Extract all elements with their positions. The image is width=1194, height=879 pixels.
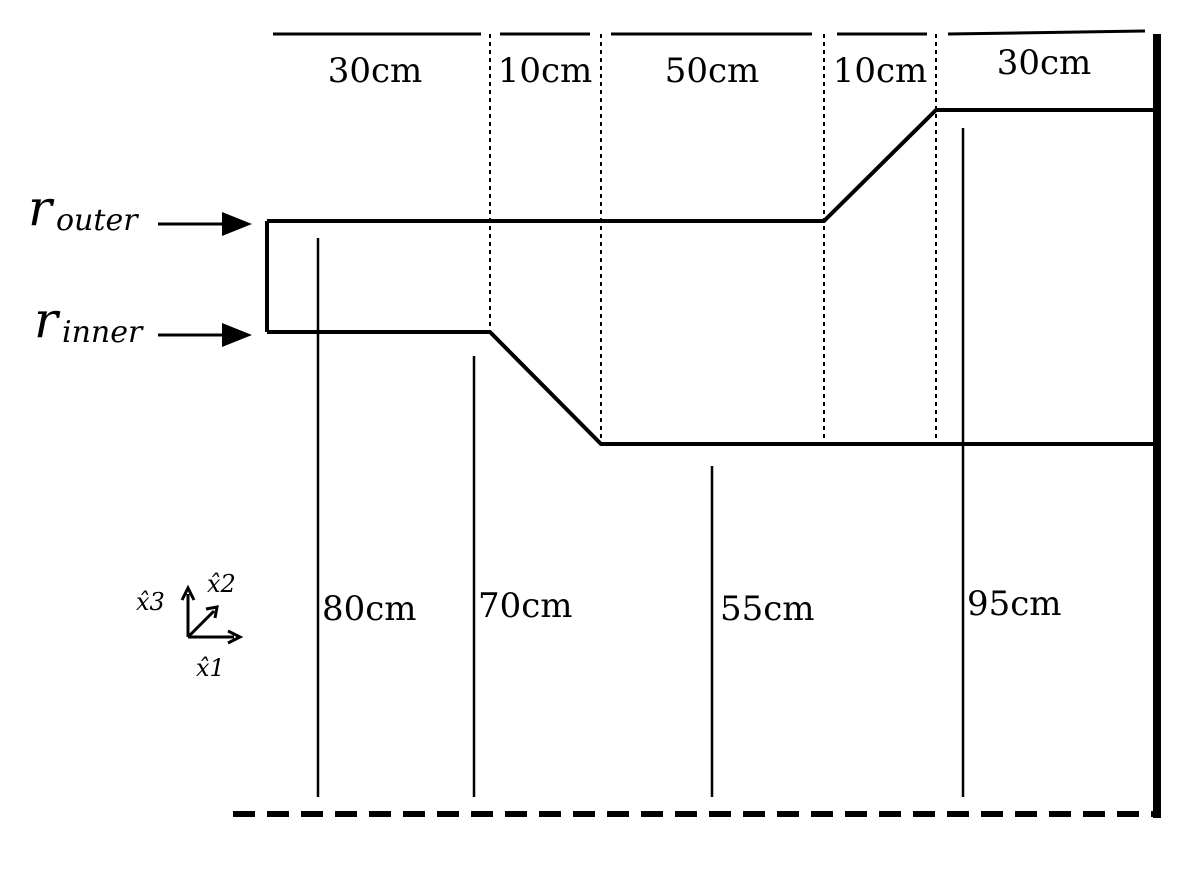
inner-wall-profile (267, 330, 1157, 446)
r-inner-subscript: inner (62, 315, 144, 350)
coordinate-axes-icon (180, 584, 244, 645)
r-outer-subscript: outer (56, 203, 139, 238)
segment-line-5 (947, 29, 1146, 36)
segment-label-3: 50cm (665, 51, 760, 91)
x2-axis-arrow (186, 609, 216, 639)
r-outer-arrowhead (222, 212, 252, 236)
r-inner-label: r inner (34, 291, 252, 350)
x2-axis-label: x̂2 (207, 570, 236, 598)
radius-label-55: 55cm (720, 589, 815, 629)
x2-arrowhead (205, 605, 219, 619)
radius-label-80: 80cm (322, 589, 417, 629)
segment-label-1: 30cm (328, 51, 423, 91)
x3-arrowhead (180, 584, 196, 601)
x1-arrowhead (227, 629, 244, 645)
section-dividers (489, 34, 937, 444)
outer-wall-profile (267, 108, 1157, 223)
segment-dimension-lines (273, 29, 1146, 36)
radius-label-95: 95cm (967, 584, 1062, 624)
r-outer-symbol: r (28, 179, 55, 237)
x3-axis-label: x̂3 (136, 588, 165, 616)
radius-lines (316, 128, 965, 797)
r-inner-symbol: r (34, 291, 61, 349)
r-inner-arrowhead (222, 323, 252, 347)
segment-label-4: 10cm (833, 51, 928, 91)
segment-label-2: 10cm (498, 51, 593, 91)
radius-label-70: 70cm (478, 586, 573, 626)
r-outer-label: r outer (28, 179, 252, 238)
segment-label-5: 30cm (997, 43, 1092, 83)
x1-axis-label: x̂1 (196, 654, 225, 682)
